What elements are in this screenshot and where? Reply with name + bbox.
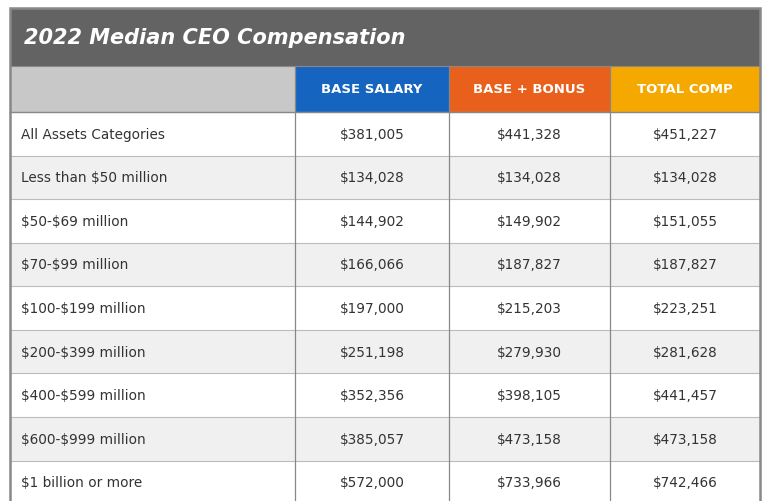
- Text: \$151,055: \$151,055: [652, 214, 718, 228]
- Text: \$385,057: \$385,057: [340, 432, 404, 446]
- FancyBboxPatch shape: [10, 156, 760, 200]
- FancyBboxPatch shape: [10, 243, 760, 287]
- Text: \$187,827: \$187,827: [497, 258, 562, 272]
- FancyBboxPatch shape: [10, 67, 295, 113]
- FancyBboxPatch shape: [10, 460, 760, 501]
- Text: \$50-\$69 million: \$50-\$69 million: [21, 214, 128, 228]
- Text: \$70-\$99 million: \$70-\$99 million: [21, 258, 128, 272]
- Text: \$223,251: \$223,251: [652, 302, 718, 316]
- FancyBboxPatch shape: [10, 9, 760, 67]
- Text: \$215,203: \$215,203: [497, 302, 562, 316]
- Text: \$441,457: \$441,457: [652, 388, 718, 402]
- Text: \$451,227: \$451,227: [652, 127, 718, 141]
- Text: \$600-\$999 million: \$600-\$999 million: [21, 432, 146, 446]
- Text: All Assets Categories: All Assets Categories: [21, 127, 165, 141]
- Text: \$134,028: \$134,028: [497, 171, 562, 185]
- Text: \$134,028: \$134,028: [340, 171, 404, 185]
- FancyBboxPatch shape: [10, 417, 760, 460]
- FancyBboxPatch shape: [10, 330, 760, 374]
- Text: BASE SALARY: BASE SALARY: [321, 83, 423, 96]
- FancyBboxPatch shape: [610, 67, 760, 113]
- Text: \$100-\$199 million: \$100-\$199 million: [21, 302, 146, 316]
- Text: \$166,066: \$166,066: [340, 258, 404, 272]
- Text: TOTAL COMP: TOTAL COMP: [637, 83, 733, 96]
- Text: \$473,158: \$473,158: [652, 432, 718, 446]
- Text: \$279,930: \$279,930: [497, 345, 562, 359]
- Text: \$251,198: \$251,198: [340, 345, 404, 359]
- Text: \$134,028: \$134,028: [653, 171, 718, 185]
- Text: \$187,827: \$187,827: [653, 258, 718, 272]
- Text: \$742,466: \$742,466: [653, 475, 718, 489]
- Text: \$441,328: \$441,328: [497, 127, 562, 141]
- Text: 2022 Median CEO Compensation: 2022 Median CEO Compensation: [24, 28, 405, 48]
- Text: \$352,356: \$352,356: [340, 388, 404, 402]
- Text: \$144,902: \$144,902: [340, 214, 404, 228]
- Text: Less than \$50 million: Less than \$50 million: [21, 171, 167, 185]
- Text: \$149,902: \$149,902: [497, 214, 562, 228]
- Text: \$572,000: \$572,000: [340, 475, 404, 489]
- Text: BASE + BONUS: BASE + BONUS: [474, 83, 585, 96]
- Text: \$200-\$399 million: \$200-\$399 million: [21, 345, 146, 359]
- Text: \$400-\$599 million: \$400-\$599 million: [21, 388, 146, 402]
- FancyBboxPatch shape: [10, 287, 760, 330]
- FancyBboxPatch shape: [10, 374, 760, 417]
- Text: \$1 billion or more: \$1 billion or more: [21, 475, 142, 489]
- FancyBboxPatch shape: [295, 67, 449, 113]
- Text: \$381,005: \$381,005: [340, 127, 404, 141]
- Text: \$473,158: \$473,158: [497, 432, 562, 446]
- FancyBboxPatch shape: [449, 67, 610, 113]
- FancyBboxPatch shape: [10, 200, 760, 243]
- Text: \$733,966: \$733,966: [497, 475, 562, 489]
- FancyBboxPatch shape: [10, 113, 760, 156]
- Text: \$197,000: \$197,000: [340, 302, 404, 316]
- Text: \$398,105: \$398,105: [497, 388, 562, 402]
- Text: \$281,628: \$281,628: [653, 345, 718, 359]
